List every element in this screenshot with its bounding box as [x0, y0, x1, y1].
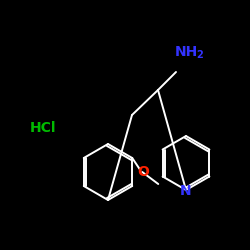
Text: HCl: HCl	[30, 121, 56, 135]
Text: O: O	[137, 165, 149, 179]
Text: 2: 2	[196, 50, 203, 60]
Text: NH: NH	[175, 45, 198, 59]
Text: N: N	[180, 184, 192, 198]
